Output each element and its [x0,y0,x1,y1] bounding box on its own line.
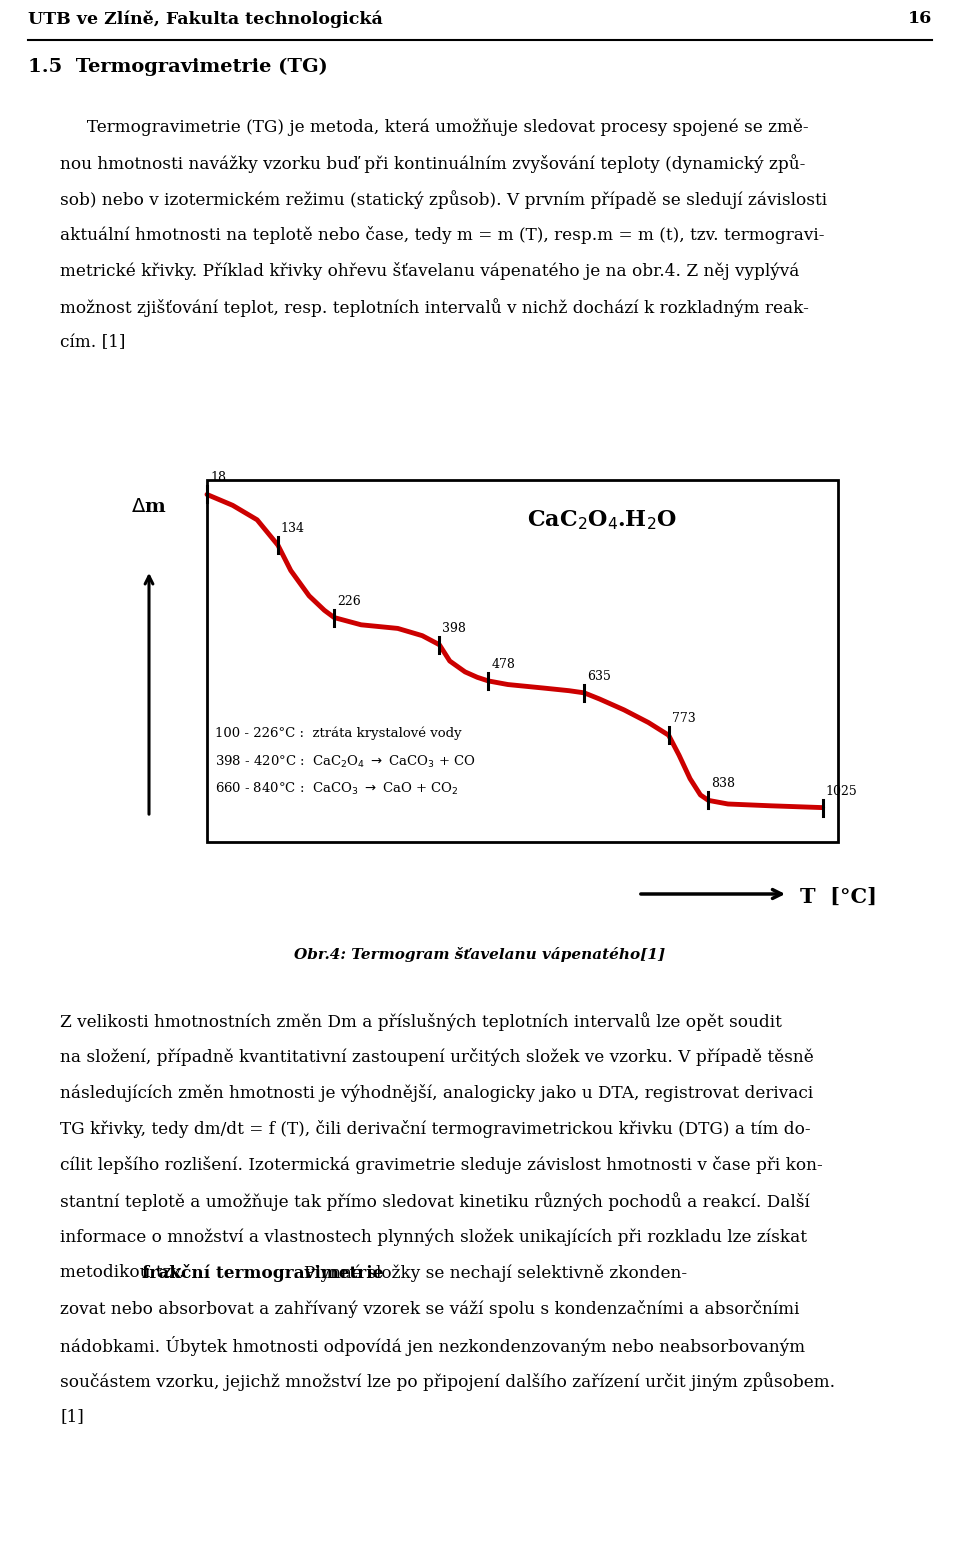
Text: CaC$_2$O$_4$.H$_2$O: CaC$_2$O$_4$.H$_2$O [527,508,677,531]
Text: aktuální hmotnosti na teplotě nebo čase, tedy m = m (T), resp.m = m (t), tzv. te: aktuální hmotnosti na teplotě nebo čase,… [60,226,825,245]
Text: 398: 398 [443,622,467,635]
Text: 398 - 420°C :  CaC$_2$O$_4$ $\rightarrow$ CaCO$_3$ + CO: 398 - 420°C : CaC$_2$O$_4$ $\rightarrow$… [215,754,476,769]
Text: . Plynné složky se nechají selektivně zkonden-: . Plynné složky se nechají selektivně zk… [294,1265,687,1282]
Text: 635: 635 [588,670,612,683]
Text: informace o množství a vlastnostech plynných složek unikajících při rozkladu lze: informace o množství a vlastnostech plyn… [60,1228,807,1246]
Text: 1.5  Termogravimetrie (TG): 1.5 Termogravimetrie (TG) [28,57,327,76]
Text: metrické křivky. Příklad křivky ohřevu šťavelanu vápenatého je na obr.4. Z něj v: metrické křivky. Příklad křivky ohřevu š… [60,262,800,280]
Text: cím. [1]: cím. [1] [60,334,126,351]
Text: TG křivky, tedy dm/dt = f (T), čili derivační termogravimetrickou křivku (DTG) a: TG křivky, tedy dm/dt = f (T), čili deri… [60,1121,810,1138]
Text: 773: 773 [672,712,695,724]
Text: 226: 226 [337,594,361,607]
Text: součástem vzorku, jejichž množství lze po připojení dalšího zařízení určit jiným: součástem vzorku, jejichž množství lze p… [60,1372,835,1392]
Text: Obr.4: Termogram šťavelanu vápenatého[1]: Obr.4: Termogram šťavelanu vápenatého[1] [295,947,665,961]
Text: následujících změn hmotnosti je výhodnější, analogicky jako u DTA, registrovat d: následujících změn hmotnosti je výhodněj… [60,1084,813,1102]
Text: frakční termogravimetrie: frakční termogravimetrie [142,1265,383,1282]
Text: 134: 134 [281,522,305,536]
Text: stantní teplotě a umožňuje tak přímo sledovat kinetiku různých pochodů a reakcí.: stantní teplotě a umožňuje tak přímo sle… [60,1192,810,1211]
Text: 1025: 1025 [826,785,857,797]
Text: 478: 478 [492,658,516,670]
Text: sob) nebo v izotermickém režimu (statický způsob). V prvním případě se sledují z: sob) nebo v izotermickém režimu (statick… [60,190,828,209]
Text: UTB ve Zlíně, Fakulta technologická: UTB ve Zlíně, Fakulta technologická [28,9,383,28]
Text: T  [°C]: T [°C] [800,887,877,907]
Text: zovat nebo absorbovat a zahřívaný vzorek se váží spolu s kondenzačními a absorčn: zovat nebo absorbovat a zahřívaný vzorek… [60,1300,800,1317]
Text: Termogravimetrie (TG) je metoda, která umožňuje sledovat procesy spojené se změ-: Termogravimetrie (TG) je metoda, která u… [60,118,808,136]
Text: možnost zjišťování teplot, resp. teplotních intervalů v nichž dochází k rozkladn: možnost zjišťování teplot, resp. teplotn… [60,299,809,317]
Text: [1]: [1] [60,1409,84,1426]
Text: nádobkami. Úbytek hmotnosti odpovídá jen nezkondenzovaným nebo neabsorbovaným: nádobkami. Úbytek hmotnosti odpovídá jen… [60,1336,805,1356]
Text: cílit lepšího rozlišení. Izotermická gravimetrie sleduje závislost hmotnosti v č: cílit lepšího rozlišení. Izotermická gra… [60,1156,823,1173]
Text: 16: 16 [908,9,932,26]
Bar [207,480,838,842]
Text: 660 - 840°C :  CaCO$_3$ $\rightarrow$ CaO + CO$_2$: 660 - 840°C : CaCO$_3$ $\rightarrow$ CaO… [215,782,459,797]
Text: 838: 838 [711,777,735,791]
Text: $\Delta$m: $\Delta$m [132,498,167,515]
Text: 100 - 226°C :  ztráta krystalové vody: 100 - 226°C : ztráta krystalové vody [215,728,462,740]
Text: na složení, případně kvantitativní zastoupení určitých složek ve vzorku. V přípa: na složení, případně kvantitativní zasto… [60,1048,814,1067]
Text: metodikou tzv.: metodikou tzv. [60,1265,190,1282]
Text: nou hmotnosti navážky vzorku buď při kontinuálním zvyšování teploty (dynamický z: nou hmotnosti navážky vzorku buď při kon… [60,153,805,173]
Text: Z velikosti hmotnostních změn Dm a příslušných teplotních intervalů lze opět sou: Z velikosti hmotnostních změn Dm a přísl… [60,1012,781,1031]
Text: 18: 18 [210,472,226,485]
